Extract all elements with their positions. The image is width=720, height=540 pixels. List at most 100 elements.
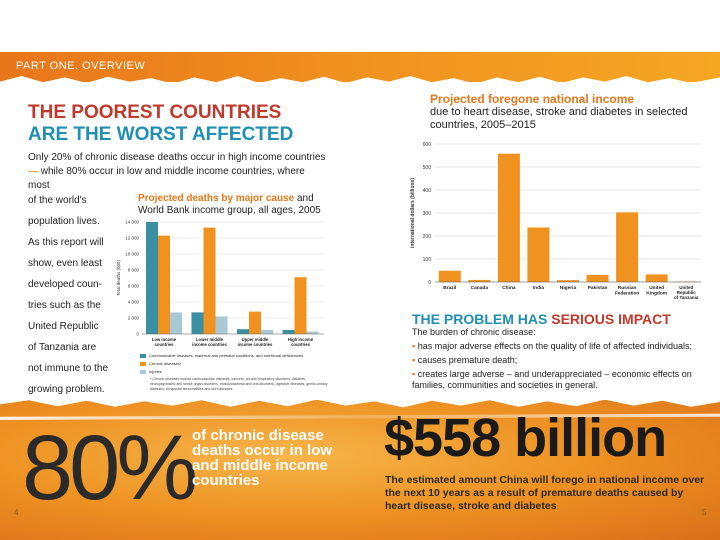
bullet-text: creates large adverse – and underappreci… [412,369,692,390]
y-tick-label: 300 [423,211,432,217]
y-tick-label: 10 000 [125,252,139,257]
x-tick-label: High income [288,337,314,342]
bottom-torn-edge [0,396,720,408]
income-chart: 0 100 200 300 400 500 600 international dollars… [410,142,701,300]
deaths-chart-footnote: * Chronic diseases include cardiovascula… [150,377,328,391]
legend-swatch [140,370,146,374]
body-line: of Tanzania are [28,342,97,353]
y-axis-label: Total deaths (000) [116,259,121,296]
bullet-icon: ▪ [412,355,416,365]
white-stroke-decoration [0,413,720,420]
body-line: United Republic [28,321,99,332]
body-line: show, even least [28,258,102,269]
intro-line-1: Only 20% of chronic disease deaths occur… [28,152,326,163]
x-tick-label: China [502,285,516,291]
y-tick-label: 14 000 [125,220,139,225]
bar [249,311,261,334]
body-line: developed coun- [28,279,102,290]
income-chart-title: Projected foregone national income due t… [430,93,700,132]
y-tick-label: 8 000 [128,268,140,273]
legend-item-communicable: Communicable diseases, maternal and peri… [140,352,330,360]
y-tick-label: 2 000 [128,316,140,321]
legend-label: Communicable diseases, maternal and peri… [149,353,304,358]
body-line: population lives. [28,216,100,227]
x-tick-label: Brazil [443,285,456,291]
income-chart-title-highlight: Projected foregone national income [430,92,635,106]
deaths-chart-title: Projected deaths by major cause and Worl… [138,193,328,217]
amount-caption: The estimated amount China will forego i… [385,474,705,512]
x-tick-label: Pakistan [588,285,608,291]
x-tick-label: Republic [677,290,696,295]
deaths-chart-legend: Communicable diseases, maternal and peri… [140,352,330,376]
legend-label: Chronic diseases* [149,361,182,366]
impact-title-red: SERIOUS IMPACT [551,311,671,327]
bar [527,227,550,282]
percent-caption: of chronic disease deaths occur in low a… [192,427,333,489]
bar [616,212,639,282]
body-line: growing problem. [28,384,105,395]
x-tick-label: Kingdom [646,291,667,297]
x-tick-label: Low income [152,337,177,342]
narrow-body-text: of the world's population lives. As this… [28,190,110,400]
bullet-text: has major adverse effects on the quality… [417,341,693,351]
x-tick-label: Nigeria [560,285,577,291]
header-band [0,52,720,82]
bar [645,274,668,282]
page-number-left: 4 [14,508,19,517]
impact-title: THE PROBLEM HAS SERIOUS IMPACT [412,311,671,327]
legend-swatch [140,354,146,358]
y-tick-label: 12 000 [125,236,139,241]
big-amount: $558 billion [384,408,667,468]
bar [282,330,295,334]
x-tick-label: Federation [615,291,640,297]
x-tick-label: Canada [471,285,489,291]
bottom-band [0,400,720,540]
bar [158,235,170,334]
y-tick-label: 400 [423,188,432,194]
body-line: As this report will [28,237,104,248]
impact-lead: The burden of chronic disease: [412,327,536,337]
y-tick-label: 500 [423,165,432,171]
bar [438,270,461,282]
y-tick-label: 6 000 [128,284,140,289]
y-tick-label: 0 [136,332,139,337]
bar [306,331,319,334]
intro-paragraph: Only 20% of chronic disease deaths occur… [28,151,328,193]
y-tick-label: 200 [423,234,432,240]
y-tick-label: 100 [423,257,432,263]
bar [294,277,307,334]
y-axis-label: international dollars (billions) [410,178,416,248]
x-tick-label: India [533,285,545,291]
bullet-icon: ▪ [412,369,416,379]
bar [557,280,579,282]
bullet-text: causes premature death; [417,355,518,365]
bar [170,312,182,334]
body-line: not immune to the [28,363,109,374]
x-tick-label: United [649,285,664,291]
x-tick-label: Russian [618,285,637,291]
bar [468,279,491,282]
body-line: tries such as the [28,300,101,311]
impact-bullet: ▪ causes premature death; [412,355,712,366]
bar [215,316,228,334]
intro-line-2: while 80% occur in low and middle income… [28,166,305,191]
bar [586,274,609,282]
bar [203,227,216,334]
y-tick-label: 4 000 [128,300,140,305]
bullet-icon: ▪ [412,341,416,351]
deaths-chart-title-highlight: Projected deaths by major cause [138,193,295,204]
page-number-right: 5 [702,508,707,517]
bar [191,312,204,334]
bar [261,330,273,334]
x-tick-label: United [679,285,693,290]
legend-swatch [140,362,146,366]
bar [146,222,158,334]
y-tick-label: 0 [428,280,431,286]
income-chart-title-rest: due to heart disease, stroke and diabete… [430,106,688,131]
bar [497,153,520,282]
x-tick-label: income countries [192,342,227,347]
deaths-chart-title-rest: and World Bank income group, all ages, 2… [138,193,321,216]
impact-text: The burden of chronic disease: ▪ has maj… [412,327,712,394]
impact-title-blue: THE PROBLEM HAS [412,311,552,327]
x-tick-label: income countries [238,342,273,347]
